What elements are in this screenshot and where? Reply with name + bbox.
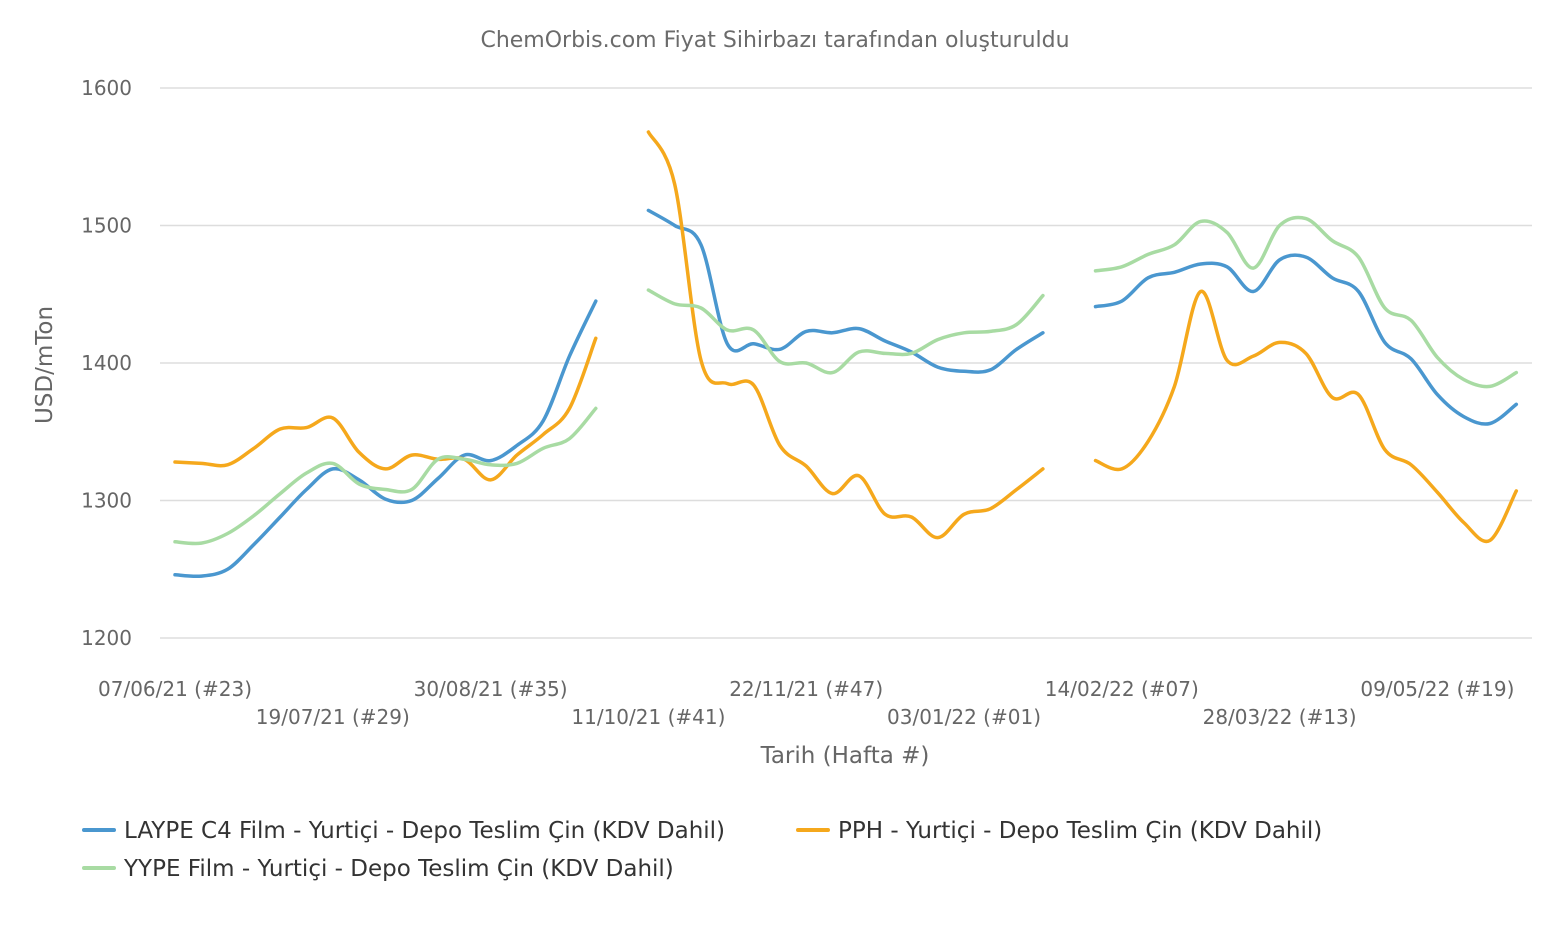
series-1	[173, 208, 1519, 579]
series-line-segment	[646, 288, 1045, 375]
legend: LAYPE C4 Film - Yurtiçi - Depo Teslim Çi…	[82, 818, 1322, 882]
x-tick-label: 09/05/22 (#19)	[1360, 677, 1514, 701]
y-axis-ticks: 1200 1300 1400 1500 1600	[81, 76, 132, 650]
y-tick-label: 1600	[81, 76, 132, 100]
x-tick-label: 07/06/21 (#23)	[98, 677, 252, 701]
series-line-segment	[1093, 289, 1519, 544]
legend-item[interactable]: PPH - Yurtiçi - Depo Teslim Çin (KDV Dah…	[796, 818, 1322, 844]
x-axis-ticks: 07/06/21 (#23)19/07/21 (#29)30/08/21 (#3…	[98, 677, 1514, 729]
series-line-segment	[173, 336, 598, 482]
x-tick-label: 14/02/22 (#07)	[1045, 677, 1199, 701]
x-tick-label: 22/11/21 (#47)	[729, 677, 883, 701]
x-tick-label: 03/01/22 (#01)	[887, 705, 1041, 729]
series-line-segment	[1093, 253, 1519, 426]
series-line-segment	[646, 208, 1045, 374]
series-2	[173, 130, 1519, 544]
legend-label: LAYPE C4 Film - Yurtiçi - Depo Teslim Çi…	[124, 818, 725, 844]
y-tick-label: 1300	[81, 489, 132, 513]
y-tick-label: 1200	[81, 626, 132, 650]
series-line-segment	[173, 406, 598, 546]
series-line-segment	[646, 130, 1045, 540]
y-tick-label: 1400	[81, 351, 132, 375]
series-line-segment	[1093, 215, 1519, 389]
chart-credit-title: ChemOrbis.com Fiyat Sihirbazı tarafından…	[480, 28, 1069, 53]
x-tick-label: 11/10/21 (#41)	[571, 705, 725, 729]
series-3	[173, 215, 1519, 546]
x-axis-title: Tarih (Hafta #)	[760, 743, 930, 769]
series-lines	[173, 130, 1519, 579]
x-tick-label: 30/08/21 (#35)	[414, 677, 568, 701]
series-line-segment	[173, 299, 598, 579]
y-axis-title: USD/mTon	[32, 306, 58, 424]
legend-label: YYPE Film - Yurtiçi - Depo Teslim Çin (K…	[123, 856, 674, 882]
legend-item[interactable]: YYPE Film - Yurtiçi - Depo Teslim Çin (K…	[82, 856, 674, 882]
x-tick-label: 28/03/22 (#13)	[1203, 705, 1357, 729]
legend-label: PPH - Yurtiçi - Depo Teslim Çin (KDV Dah…	[838, 818, 1322, 844]
x-tick-label: 19/07/21 (#29)	[256, 705, 410, 729]
y-tick-label: 1500	[81, 214, 132, 238]
legend-item[interactable]: LAYPE C4 Film - Yurtiçi - Depo Teslim Çi…	[82, 818, 725, 844]
